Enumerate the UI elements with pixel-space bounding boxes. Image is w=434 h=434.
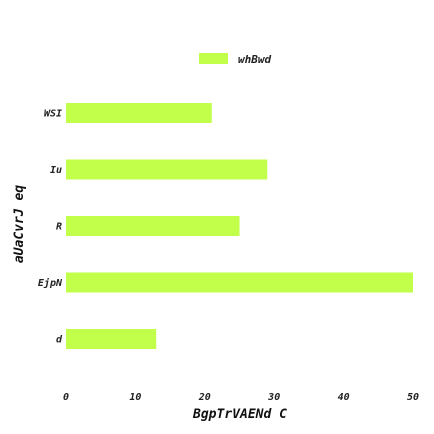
bar-r: [66, 216, 240, 236]
bar-ejpn: [66, 272, 413, 293]
x-tick-label: 30: [267, 392, 280, 403]
x-tick-label: 40: [338, 392, 350, 403]
legend: whBwd: [199, 53, 271, 66]
legend-label: whBwd: [238, 53, 271, 66]
y-tick-label: Iu: [50, 165, 62, 176]
x-tick-label: 20: [198, 392, 211, 403]
legend-swatch: [199, 53, 228, 64]
y-tick-label: R: [56, 222, 62, 233]
bar-iu: [66, 159, 268, 180]
x-axis-title: BgpTrVAENd C: [192, 407, 287, 422]
bars: [66, 103, 413, 349]
y-axis-title: aUaCvrJ eq: [12, 185, 27, 263]
x-tick-label: 50: [407, 392, 419, 403]
y-tick-labels: WSI Iu R EjpN d: [38, 109, 63, 346]
y-tick-label: d: [56, 335, 63, 346]
x-tick-labels: 0 10 20 30 40 50: [63, 392, 419, 403]
y-tick-label: WSI: [44, 109, 62, 120]
bar-wsi: [66, 103, 212, 123]
y-tick-label: EjpN: [38, 277, 63, 289]
x-tick-label: 10: [129, 392, 141, 403]
x-tick-label: 0: [63, 392, 69, 403]
bar-d: [66, 329, 157, 349]
